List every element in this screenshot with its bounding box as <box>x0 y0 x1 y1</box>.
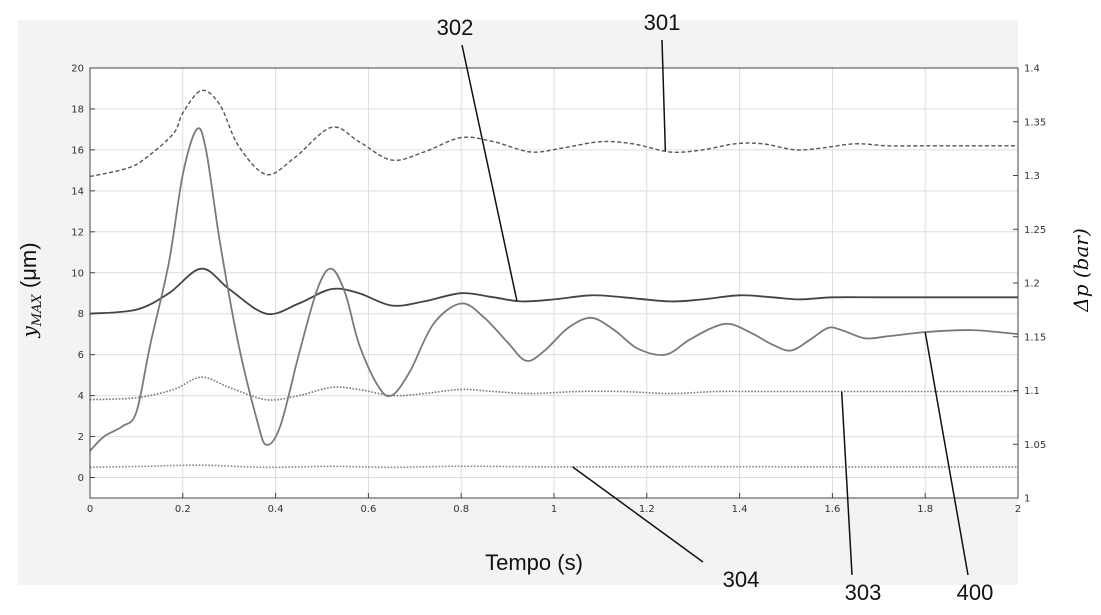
y-right-tick-label: 1 <box>1024 494 1030 505</box>
x-tick-label: 0.8 <box>453 504 469 515</box>
y-left-tick-label: 12 <box>71 227 84 238</box>
y-axis-left-symbol: y <box>17 326 41 339</box>
callout-303: 303 <box>845 580 882 605</box>
x-tick-label: 2 <box>1015 504 1021 515</box>
series-line-400 <box>89 127 1019 452</box>
x-tick-label: 1 <box>551 504 557 515</box>
series-layer <box>89 89 1019 469</box>
y-axis-right: 1 1.05 1.1 1.15 1.2 1.25 1.3 1.35 1.4 <box>1013 64 1046 505</box>
leader-line-301 <box>661 39 667 151</box>
callout-301: 301 <box>644 10 681 35</box>
callouts: 301 302 304 303 400 <box>437 10 994 605</box>
series-line-302 <box>89 267 1018 316</box>
x-tick-label: 1.4 <box>732 504 748 515</box>
y-axis-left-unit: (μm) <box>16 242 41 294</box>
series-line-301 <box>89 89 1018 178</box>
y-left-tick-label: 6 <box>78 350 84 361</box>
leader-line-302 <box>461 44 518 301</box>
y-right-tick-label: 1.05 <box>1024 440 1046 451</box>
leader-line-400 <box>924 332 969 576</box>
x-tick-label: 1.2 <box>639 504 655 515</box>
y-axis-right-symbol: Δp <box>1069 284 1093 312</box>
y-left-tick-label: 0 <box>78 473 84 484</box>
y-left-tick-label: 20 <box>71 64 84 75</box>
callout-400: 400 <box>957 580 994 605</box>
y-axis-left: 0 2 4 6 8 10 12 14 16 18 20 <box>71 64 95 484</box>
y-right-tick-label: 1.2 <box>1024 279 1040 290</box>
y-axis-right-title: Δp (bar) <box>1069 228 1093 313</box>
leader-line-304 <box>572 466 704 563</box>
series-line-304 <box>89 464 1018 469</box>
y-left-tick-label: 10 <box>71 268 84 279</box>
y-left-tick-label: 16 <box>71 145 84 156</box>
x-tick-label: 1.8 <box>917 504 933 515</box>
y-right-tick-label: 1.3 <box>1024 171 1040 182</box>
y-right-tick-label: 1.4 <box>1024 64 1040 75</box>
y-right-tick-label: 1.15 <box>1024 332 1046 343</box>
y-left-tick-label: 4 <box>78 391 84 402</box>
x-axis-title: Tempo (s) <box>485 550 583 575</box>
y-axis-right-unit: (bar) <box>1069 228 1093 284</box>
x-tick-label: 0.4 <box>268 504 284 515</box>
x-tick-label: 0 <box>87 504 93 515</box>
y-left-tick-label: 8 <box>78 309 84 320</box>
y-right-tick-label: 1.1 <box>1024 386 1040 397</box>
x-tick-label: 0.2 <box>175 504 191 515</box>
x-tick-label: 1.6 <box>824 504 840 515</box>
y-axis-left-title: yMAX (μm) <box>16 242 45 338</box>
grid-lines <box>90 67 1018 498</box>
callout-302: 302 <box>437 15 474 40</box>
y-axis-left-subscript: MAX <box>30 294 45 328</box>
y-right-tick-label: 1.35 <box>1024 117 1046 128</box>
callout-304: 304 <box>723 567 760 592</box>
leader-line-303 <box>840 391 853 576</box>
x-tick-label: 0.6 <box>360 504 376 515</box>
y-left-tick-label: 2 <box>78 432 84 443</box>
y-left-tick-label: 18 <box>71 104 84 115</box>
y-right-tick-label: 1.25 <box>1024 225 1046 236</box>
x-axis: 0 0.2 0.4 0.6 0.8 1 1.2 1.4 1.6 1.8 2 <box>87 493 1021 515</box>
y-left-tick-label: 14 <box>71 186 84 197</box>
